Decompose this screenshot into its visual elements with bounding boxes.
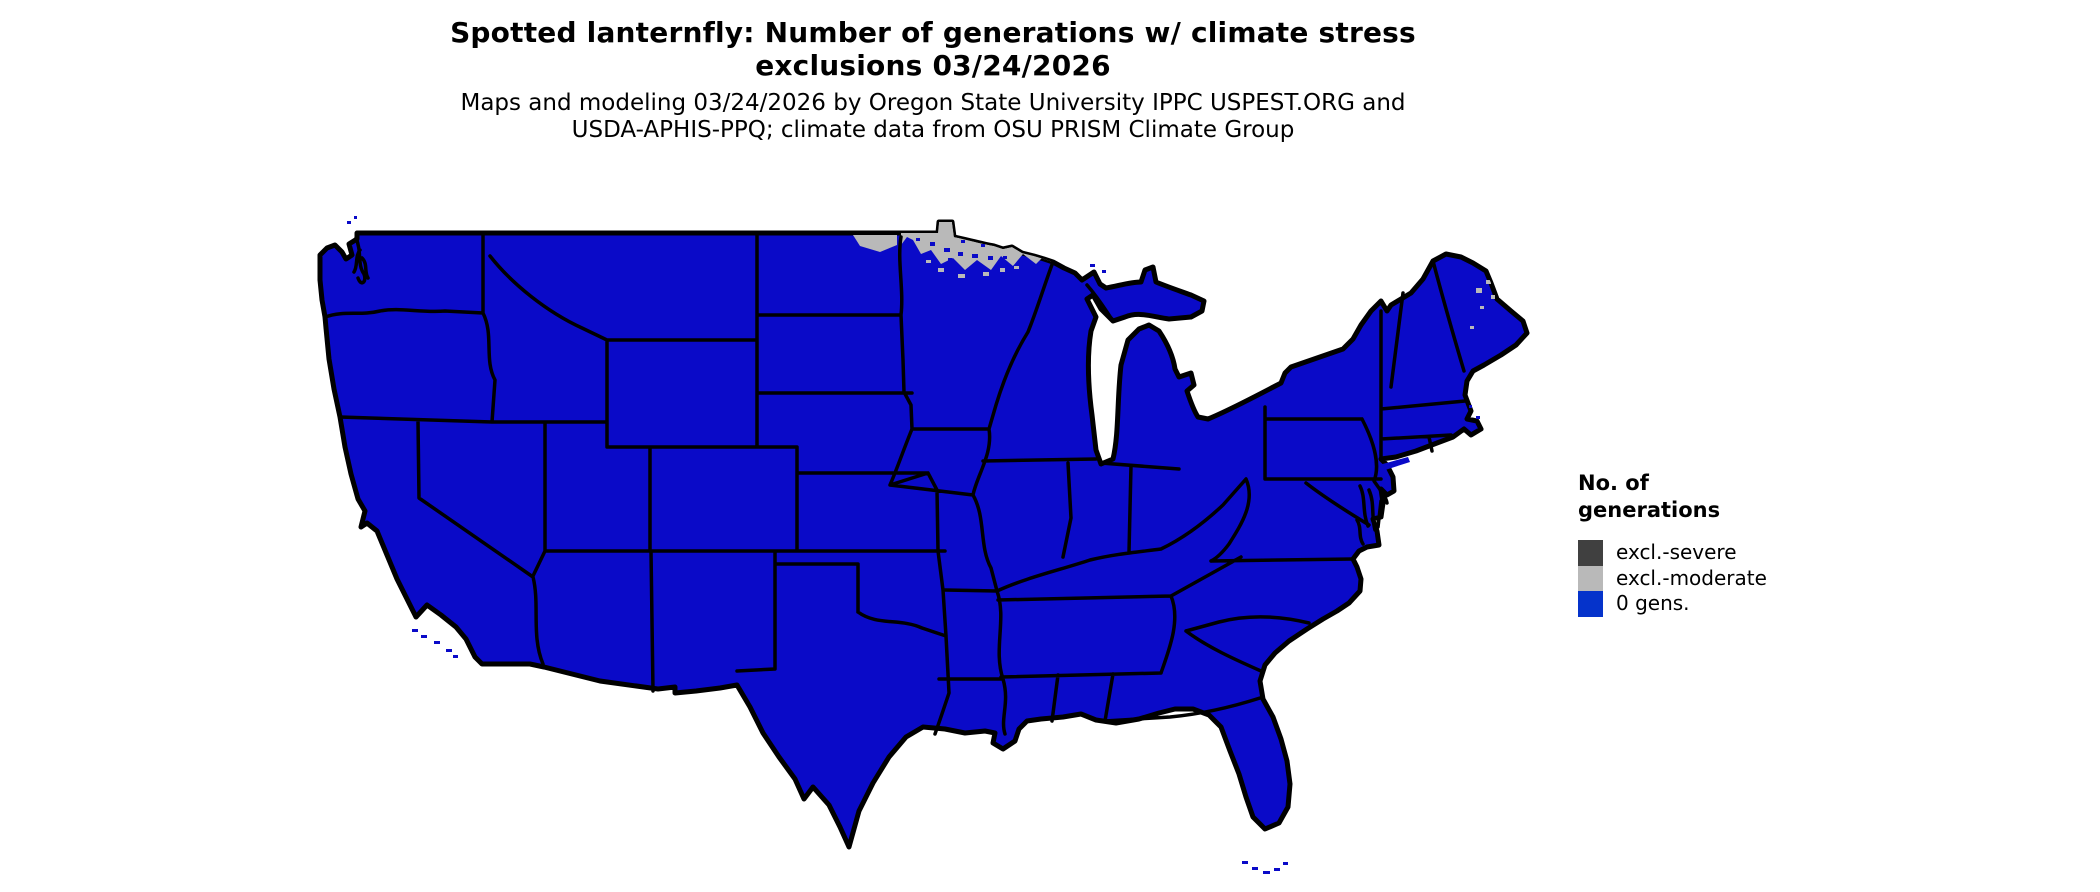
- legend-swatch-excl-severe: [1578, 540, 1603, 566]
- map-title: Spotted lanternfly: Number of generation…: [283, 16, 1583, 82]
- legend-label-excl-severe: excl.-severe: [1616, 540, 1737, 565]
- map-region-conus: [317, 219, 1530, 850]
- map-subtitle-line2: USDA-APHIS-PPQ; climate data from OSU PR…: [571, 117, 1295, 143]
- legend-items: excl.-severe excl.-moderate 0 gens.: [1578, 540, 1878, 617]
- map-subtitle-line1: Maps and modeling 03/24/2026 by Oregon S…: [460, 90, 1406, 116]
- us-map: [300, 160, 1550, 890]
- map-title-line1: Spotted lanternfly: Number of generation…: [450, 16, 1416, 49]
- chesapeake-bay-detail: [1355, 484, 1377, 546]
- legend-swatch-0-gens: [1578, 591, 1603, 617]
- legend-label-excl-moderate: excl.-moderate: [1616, 565, 1767, 590]
- us-map-svg: [317, 216, 1530, 874]
- map-title-line2: exclusions 03/24/2026: [755, 49, 1111, 82]
- map-legend: No. of generations excl.-severe excl.-mo…: [1578, 470, 1878, 617]
- legend-row-0-gens: 0 gens.: [1578, 591, 1878, 617]
- legend-swatch-excl-moderate: [1578, 565, 1603, 592]
- legend-label-0-gens: 0 gens.: [1616, 591, 1690, 616]
- map-region-minnesota-exclusion: [853, 222, 1495, 329]
- legend-row-excl-moderate: excl.-moderate: [1578, 565, 1878, 592]
- legend-row-excl-severe: excl.-severe: [1578, 540, 1878, 566]
- puget-sound-detail: [352, 236, 370, 285]
- map-subtitle: Maps and modeling 03/24/2026 by Oregon S…: [283, 90, 1583, 144]
- state-borders: [323, 231, 1467, 736]
- legend-title: No. of generations: [1578, 471, 1721, 522]
- offshore-islands: [347, 216, 1480, 874]
